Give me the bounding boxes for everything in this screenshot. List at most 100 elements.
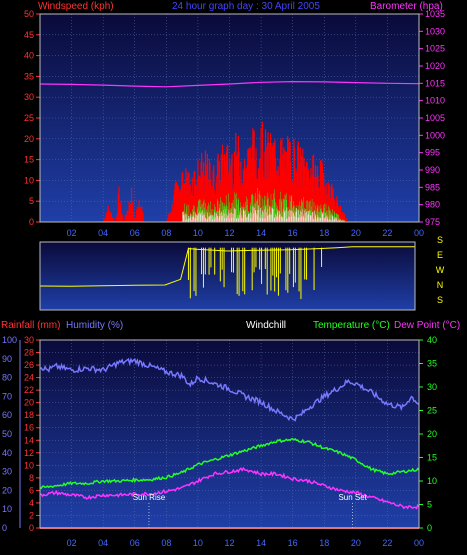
temp-x-tick-label: 18: [319, 538, 329, 548]
humidity-tick-label: 40: [2, 448, 12, 458]
wind-pressure-series: [39, 80, 420, 222]
temperature-axis: 0 5 10 15 20 25 30 35 40: [419, 335, 437, 533]
temperature-line: [39, 438, 420, 490]
temp-x-tick-label: 08: [161, 538, 171, 548]
rain-tick-label: 8: [29, 473, 34, 483]
temp-x-axis: 02 04 06 08 10 12 14 16 18 20 22 00: [67, 538, 424, 548]
compass-label: S: [437, 235, 443, 245]
barometer-line: [39, 80, 420, 88]
rain-tick-label: 14: [24, 435, 34, 445]
rain-tick-label: 22: [24, 385, 34, 395]
baro-tick-label: 995: [425, 148, 440, 158]
humidity-tick-label: 100: [2, 335, 17, 345]
temp-tick-label: 0: [427, 523, 432, 533]
temp-x-tick-label: 00: [414, 538, 424, 548]
wind-tick-label: 25: [24, 113, 34, 123]
humidity-tick-label: 0: [2, 523, 7, 533]
rain-tick-label: 4: [29, 498, 34, 508]
wind-plot-frame: [39, 13, 420, 223]
temp-tick-label: 10: [427, 476, 437, 486]
windspeed-label: Windspeed (kph): [38, 1, 114, 12]
rain-tick-label: 0: [29, 523, 34, 533]
wind-x-axis: 02 04 06 08 10 12 14 16 18 20 22 00: [67, 228, 424, 238]
humidity-tick-label: 30: [2, 467, 12, 477]
temp-tick-label: 40: [427, 335, 437, 345]
barometer-label: Barometer (hpa): [370, 1, 443, 12]
rain-tick-label: 12: [24, 448, 34, 458]
baro-tick-label: 1020: [425, 61, 445, 71]
wind-x-tick-label: 20: [351, 228, 361, 238]
wind-tick-label: 50: [24, 9, 34, 19]
wind-tick-label: 15: [24, 155, 34, 165]
wind-tick-label: 10: [24, 175, 34, 185]
temp-tick-label: 30: [427, 382, 437, 392]
sun-markers: Sun Rise Sun Set: [133, 493, 368, 528]
wind-x-tick-label: 22: [382, 228, 392, 238]
humidity-tick-label: 70: [2, 391, 12, 401]
wind-tick-label: 5: [29, 196, 34, 206]
wind-x-tick-label: 14: [256, 228, 266, 238]
wind-tick-label: 0: [29, 217, 34, 227]
rain-tick-label: 24: [24, 373, 34, 383]
rain-tick-label: 28: [24, 348, 34, 358]
baro-tick-label: 990: [425, 165, 440, 175]
rain-tick-label: 16: [24, 423, 34, 433]
baro-tick-label: 1000: [425, 130, 445, 140]
baro-tick-label: 1015: [425, 78, 445, 88]
temp-x-tick-label: 06: [130, 538, 140, 548]
humidity-label: Humidity (%): [66, 320, 124, 331]
temp-x-tick-label: 04: [98, 538, 108, 548]
wind-tick-label: 20: [24, 134, 34, 144]
temp-tick-label: 20: [427, 429, 437, 439]
compass-label: E: [437, 250, 443, 260]
left-axes: 0246810121416182022242628300102030405060…: [2, 335, 40, 533]
sunset-label: Sun Set: [338, 493, 367, 502]
rain-tick-label: 20: [24, 398, 34, 408]
wind-tick-label: 40: [24, 51, 34, 61]
temp-tick-label: 35: [427, 359, 437, 369]
dewpoint-line: [39, 466, 420, 510]
sunrise-label: Sun Rise: [133, 493, 166, 502]
windspeed-axis: 0 5 10 15 20 25 30 35 40 45 50: [24, 9, 40, 227]
baro-tick-label: 980: [425, 200, 440, 210]
baro-tick-label: 1030: [425, 26, 445, 36]
wind-x-tick-label: 00: [414, 228, 424, 238]
wind-tick-label: 45: [24, 30, 34, 40]
dewpoint-label: Dew Point (°C): [394, 320, 461, 331]
wind-direction-plot-area: [40, 242, 415, 310]
wind-tick-label: 35: [24, 71, 34, 81]
humidity-tick-label: 90: [2, 354, 12, 364]
rain-tick-label: 6: [29, 485, 34, 495]
temp-x-tick-label: 22: [382, 538, 392, 548]
rain-tick-label: 18: [24, 410, 34, 420]
humidity-tick-label: 80: [2, 373, 12, 383]
baro-tick-label: 1010: [425, 96, 445, 106]
baro-tick-label: 1035: [425, 9, 445, 19]
wind-tick-label: 30: [24, 92, 34, 102]
temp-x-tick-label: 20: [351, 538, 361, 548]
compass-label: W: [436, 265, 445, 275]
temp-tick-label: 25: [427, 406, 437, 416]
barometer-axis: 975 980 985 990 995 1000 1005 1010 1015 1020 1025 1…: [419, 9, 445, 227]
temp-tick-label: 5: [427, 500, 432, 510]
wind-x-tick-label: 04: [98, 228, 108, 238]
rain-tick-label: 26: [24, 360, 34, 370]
wind-x-tick-label: 16: [288, 228, 298, 238]
rain-tick-label: 10: [24, 460, 34, 470]
humidity-line: [39, 357, 420, 422]
baro-tick-label: 985: [425, 182, 440, 192]
wind-direction-series: [39, 246, 415, 300]
humidity-tick-label: 50: [2, 429, 12, 439]
wind-direction-line: [39, 246, 415, 287]
baro-tick-label: 1005: [425, 113, 445, 123]
temp-tick-label: 15: [427, 453, 437, 463]
rainfall-label: Rainfall (mm): [1, 320, 61, 331]
humidity-tick-label: 10: [2, 504, 12, 514]
temp-x-tick-label: 12: [224, 538, 234, 548]
compass-label: N: [437, 280, 444, 290]
wind-x-tick-label: 10: [193, 228, 203, 238]
temp-x-tick-label: 02: [67, 538, 77, 548]
wind-x-tick-label: 12: [224, 228, 234, 238]
